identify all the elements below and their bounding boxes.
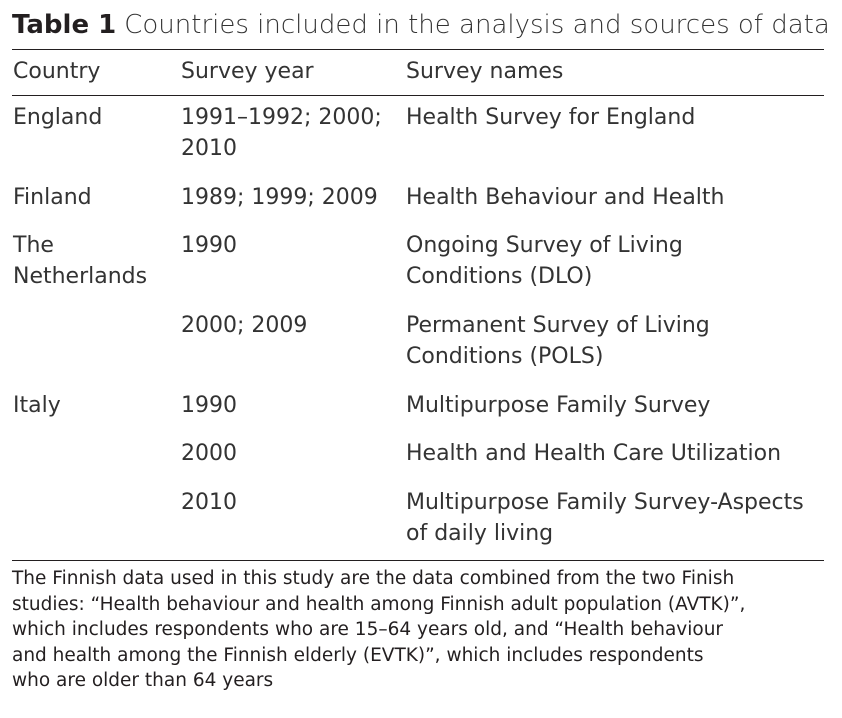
table-footnote: The Finnish data used in this study are … xyxy=(12,566,824,694)
footnote-line: which includes respondents who are 15–64… xyxy=(12,619,724,640)
table-row-country: Finland xyxy=(13,185,92,210)
table-row-country: The xyxy=(13,233,54,258)
header-country: Country xyxy=(13,59,101,84)
table-row-survey: Conditions (DLO) xyxy=(406,264,593,289)
table-row-country: Italy xyxy=(13,393,61,418)
top-rule xyxy=(12,49,824,50)
table-row-survey: Health Behaviour and Health xyxy=(406,185,725,210)
table-row-year: 1989; 1999; 2009 xyxy=(181,185,378,210)
footnote-line: who are older than 64 years xyxy=(12,670,274,691)
header-survey-year: Survey year xyxy=(181,59,314,84)
table-caption: Table 1 Countries included in the analysi… xyxy=(12,9,830,41)
table-row-year: 2010 xyxy=(181,490,237,515)
header-survey-names: Survey names xyxy=(406,59,564,84)
table-row-survey: Multipurpose Family Survey-Aspects xyxy=(406,490,804,515)
table-row-survey: Multipurpose Family Survey xyxy=(406,393,711,418)
table-row-survey: Health Survey for England xyxy=(406,105,696,130)
footnote-line: The Finnish data used in this study are … xyxy=(12,568,735,589)
table-row-survey: Ongoing Survey of Living xyxy=(406,233,683,258)
table-row-country: Netherlands xyxy=(13,264,148,289)
table-row-survey: Health and Health Care Utilization xyxy=(406,441,782,466)
header-rule xyxy=(12,95,824,96)
footnote-line: and health among the Finnish elderly (EV… xyxy=(12,644,704,666)
table-title: Countries included in the analysis and s… xyxy=(124,10,830,40)
table-row-survey: Conditions (POLS) xyxy=(406,344,604,369)
table-row-year: 1990 xyxy=(181,233,237,258)
table-label: Table 1 xyxy=(12,10,117,40)
table-row-country: England xyxy=(13,105,103,130)
table-row-year: 2010 xyxy=(181,136,237,161)
table-row-year: 2000; 2009 xyxy=(181,313,308,338)
bottom-rule xyxy=(12,560,824,561)
table-row-survey: of daily living xyxy=(406,521,554,546)
table-row-year: 2000 xyxy=(181,441,237,466)
table-row-year: 1990 xyxy=(181,393,237,418)
table-row-year: 1991–1992; 2000; xyxy=(181,105,382,130)
table-row-survey: Permanent Survey of Living xyxy=(406,313,710,338)
footnote-line: studies: “Health behaviour and health am… xyxy=(12,593,746,615)
